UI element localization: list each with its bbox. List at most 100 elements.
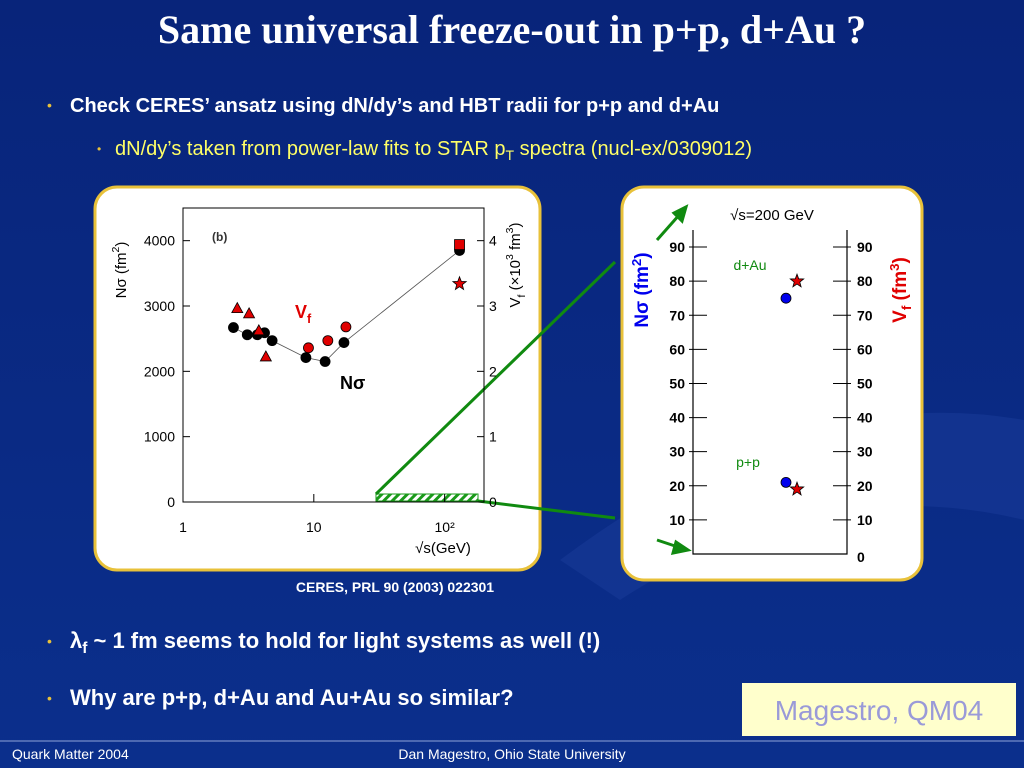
bullet: • <box>47 633 52 649</box>
sub-bullet-text-part: T <box>506 147 515 163</box>
bullet: • <box>47 690 52 706</box>
y2-tick-label: 60 <box>857 341 873 357</box>
bullet: • <box>97 142 101 156</box>
marker <box>451 275 468 291</box>
category-label: p+p <box>736 454 760 470</box>
marker <box>454 239 465 250</box>
bullet-text: λf ~ 1 fm seems to hold for light system… <box>70 628 600 657</box>
y2-tick-label: 70 <box>857 307 873 323</box>
y-axis-label-part: ) <box>113 242 130 247</box>
y2-tick-label: 90 <box>857 239 873 255</box>
y2-tick-label: 40 <box>857 410 873 426</box>
y2-tick-label: 0 <box>489 494 497 510</box>
marker <box>789 481 805 496</box>
marker <box>228 322 239 333</box>
bullet-text-part: f <box>82 640 88 657</box>
marker <box>241 329 253 341</box>
bullet: • <box>47 97 52 113</box>
y-tick-label: 3000 <box>144 298 175 314</box>
y2-tick-label: 20 <box>857 478 873 494</box>
bullet-text-part: Check CERES’ ansatz using dN/dy’s and HB… <box>70 95 719 117</box>
marker <box>231 301 244 314</box>
y-axis-label-part: Nσ (fm <box>113 252 130 298</box>
marker <box>300 352 312 364</box>
y-tick-label: 20 <box>669 478 685 494</box>
y-tick-label: 60 <box>669 341 685 357</box>
y-tick-label: 30 <box>669 444 685 460</box>
y-tick-label: 90 <box>669 239 685 255</box>
y-tick-label: 70 <box>669 307 685 323</box>
y2-tick-label: 3 <box>489 298 497 314</box>
arrowhead <box>671 204 689 224</box>
connector <box>477 499 616 520</box>
marker <box>259 350 273 362</box>
y2-axis-label-part: f <box>899 305 914 310</box>
category-label: d+Au <box>733 257 766 273</box>
marker <box>340 321 352 333</box>
highlight-bar <box>375 493 479 502</box>
y2-tick-label: 2 <box>489 363 497 379</box>
y2-axis-label-part: (×10 <box>507 260 524 295</box>
y2-tick-label: 4 <box>489 233 497 249</box>
sub-bullet-text: dN/dy’s taken from power-law fits to STA… <box>115 138 752 163</box>
y2-tick-label: 30 <box>857 444 873 460</box>
left-panel <box>93 185 542 572</box>
bullet-markers: • • • • <box>47 97 101 706</box>
bullet-text: Why are p+p, d+Au and Au+Au so similar? <box>70 685 514 710</box>
y-tick-label: 40 <box>669 410 685 426</box>
arrows <box>374 204 692 555</box>
y2-tick-label: 0 <box>857 549 865 565</box>
x-tick-label: 10² <box>435 519 456 535</box>
marker <box>319 356 331 367</box>
marker <box>266 335 278 347</box>
bullet-text-part: Why are p+p, d+Au and Au+Au so similar? <box>70 685 514 710</box>
y2-axis-label-part: ) <box>890 257 911 263</box>
marker <box>780 292 792 304</box>
footer-left: Quark Matter 2004 <box>12 746 129 762</box>
y-tick-label: 10 <box>669 512 685 528</box>
x-tick-label: 1 <box>179 519 187 535</box>
y2-axis-label: Vf (fm3) <box>887 257 914 323</box>
y-tick-label: 50 <box>669 375 685 391</box>
y-tick-label: 0 <box>167 494 175 510</box>
y2-axis-label-part: V <box>507 298 524 308</box>
marker <box>303 342 314 354</box>
x-axis-label: √s(GeV) <box>415 540 471 557</box>
annotation-part: f <box>307 312 312 326</box>
y-tick-label: 2000 <box>144 363 175 379</box>
bullet-text: Check CERES’ ansatz using dN/dy’s and HB… <box>70 95 719 117</box>
y-tick-label: 1000 <box>144 429 175 445</box>
dynamic: Check CERES’ ansatz using dN/dy’s and HB… <box>70 95 914 710</box>
y2-axis-label-part: f <box>516 295 528 298</box>
marker <box>242 307 256 319</box>
y2-axis-label-part: (fm <box>890 271 911 306</box>
badge-box <box>742 683 1016 736</box>
footer-center: Dan Magestro, Ohio State University <box>398 746 625 762</box>
y-axis-label-part: Nσ (fm <box>632 266 653 328</box>
annotation: Nσ <box>340 373 365 393</box>
slide-title: Same universal freeze-out in p+p, d+Au ? <box>158 7 866 52</box>
connector <box>374 260 617 496</box>
y2-tick-label: 50 <box>857 375 873 391</box>
marker <box>780 476 792 488</box>
plot-frame <box>692 230 848 555</box>
citation: CERES, PRL 90 (2003) 022301 <box>296 579 494 595</box>
marker <box>338 337 350 348</box>
y-tick-label: 4000 <box>144 233 175 249</box>
plot-frame <box>182 207 485 503</box>
y2-tick-label: 80 <box>857 273 873 289</box>
chart-title: √s=200 GeV <box>730 207 814 224</box>
y-axis-label: Nσ (fm2) <box>629 252 653 327</box>
annotation: Vf <box>295 302 312 326</box>
panel-label: (b) <box>212 230 227 244</box>
y-axis-label-part: ) <box>632 252 653 258</box>
y2-axis-label-part: V <box>890 310 911 323</box>
y2-axis-label-part: 3 <box>504 254 516 260</box>
y2-tick-label: 10 <box>857 512 873 528</box>
y2-axis-label-part: 3 <box>504 227 516 233</box>
right-panel <box>620 185 924 582</box>
y2-axis-label-part: ) <box>507 222 524 227</box>
marker <box>789 273 805 288</box>
